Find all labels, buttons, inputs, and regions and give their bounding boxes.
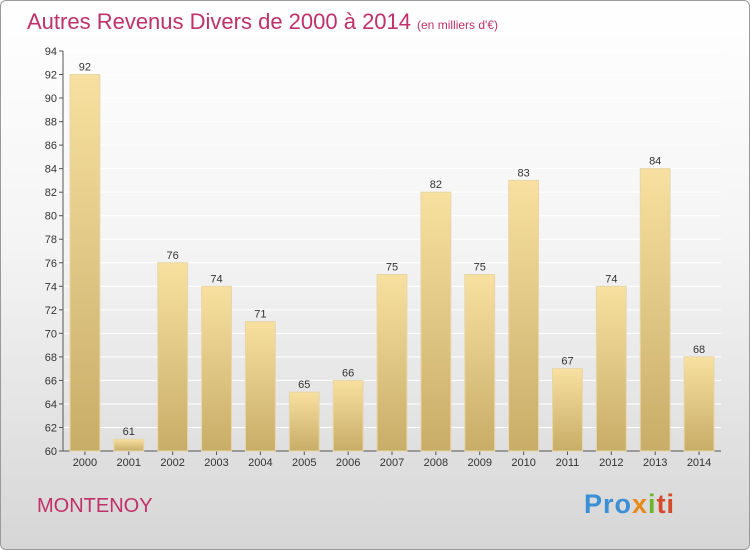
data-label: 92 bbox=[79, 62, 91, 74]
bar bbox=[639, 168, 671, 452]
y-tick-label: 78 bbox=[45, 234, 57, 246]
data-label: 76 bbox=[167, 250, 179, 262]
x-tick-label: 2006 bbox=[336, 457, 360, 469]
bar bbox=[157, 262, 189, 452]
data-label: 84 bbox=[649, 156, 661, 168]
bar bbox=[332, 379, 364, 452]
data-label: 75 bbox=[386, 262, 398, 274]
y-tick-label: 94 bbox=[45, 46, 57, 58]
bar bbox=[595, 285, 627, 452]
y-tick-label: 72 bbox=[45, 305, 57, 317]
y-tick-label: 82 bbox=[45, 187, 57, 199]
chart-title: Autres Revenus Divers de 2000 à 2014 (en … bbox=[27, 9, 498, 35]
y-tick-label: 76 bbox=[45, 258, 57, 270]
x-tick-label: 2007 bbox=[380, 457, 404, 469]
x-tick-label: 2010 bbox=[511, 457, 535, 469]
x-tick-label: 2003 bbox=[204, 457, 228, 469]
bar bbox=[244, 321, 276, 452]
chart-title-text: Autres Revenus Divers de 2000 à 2014 bbox=[27, 9, 412, 34]
data-label: 66 bbox=[342, 367, 354, 379]
y-tick-label: 64 bbox=[45, 399, 57, 411]
data-label: 61 bbox=[123, 426, 135, 438]
bar bbox=[552, 368, 583, 452]
y-tick-label: 88 bbox=[45, 117, 57, 129]
data-label: 68 bbox=[693, 344, 705, 356]
data-label: 67 bbox=[561, 356, 573, 368]
y-tick-label: 62 bbox=[45, 422, 57, 434]
logo-part-2: x bbox=[632, 489, 649, 519]
x-tick-label: 2004 bbox=[248, 457, 272, 469]
y-tick-label: 70 bbox=[45, 328, 57, 340]
bar bbox=[201, 285, 232, 452]
x-tick-label: 2005 bbox=[292, 457, 316, 469]
x-tick-label: 2012 bbox=[599, 457, 623, 469]
data-label: 83 bbox=[517, 167, 529, 179]
bar bbox=[288, 391, 320, 452]
y-tick-label: 74 bbox=[45, 281, 57, 293]
bar bbox=[113, 438, 145, 452]
data-label: 65 bbox=[298, 379, 310, 391]
y-tick-label: 84 bbox=[45, 164, 57, 176]
y-tick-label: 86 bbox=[45, 140, 57, 152]
data-label: 74 bbox=[605, 273, 617, 285]
y-tick-label: 60 bbox=[45, 446, 57, 458]
bar bbox=[464, 274, 496, 452]
logo-part-4: ti bbox=[656, 489, 676, 519]
bar bbox=[376, 274, 408, 452]
commune-name: MONTENOY bbox=[37, 495, 153, 517]
x-tick-label: 2008 bbox=[424, 457, 448, 469]
y-tick-label: 66 bbox=[45, 375, 57, 387]
data-label: 75 bbox=[474, 262, 486, 274]
labels: 92 61 76 74 71 65 66 75 82 75 83 67 74 84 68 bbox=[79, 62, 705, 439]
data-label: 74 bbox=[210, 273, 222, 285]
x-tick-label: 2001 bbox=[117, 457, 141, 469]
data-label: 71 bbox=[254, 309, 266, 321]
bar bbox=[69, 74, 101, 452]
chart-subtitle: (en milliers d'€) bbox=[417, 18, 498, 32]
x-tick-label: 2011 bbox=[556, 457, 580, 469]
x-tick-label: 2013 bbox=[643, 457, 667, 469]
x-tick-label: 2002 bbox=[160, 457, 184, 469]
x-tick-label: 2000 bbox=[73, 457, 97, 469]
bar bbox=[420, 191, 452, 452]
x-tick-label: 2009 bbox=[467, 457, 491, 469]
y-tick-label: 90 bbox=[45, 93, 57, 105]
bars bbox=[69, 74, 715, 452]
logo-part-3: i bbox=[648, 489, 657, 519]
data-label: 82 bbox=[430, 179, 442, 191]
y-tick-label: 68 bbox=[45, 352, 57, 364]
logo-part-1: Pro bbox=[584, 489, 633, 519]
proxiti-logo: Proxiti bbox=[584, 489, 675, 520]
bar bbox=[683, 356, 715, 452]
bar bbox=[508, 179, 540, 452]
x-tick-label: 2014 bbox=[687, 457, 711, 469]
y-tick-label: 92 bbox=[45, 70, 57, 82]
y-tick-label: 80 bbox=[45, 211, 57, 223]
